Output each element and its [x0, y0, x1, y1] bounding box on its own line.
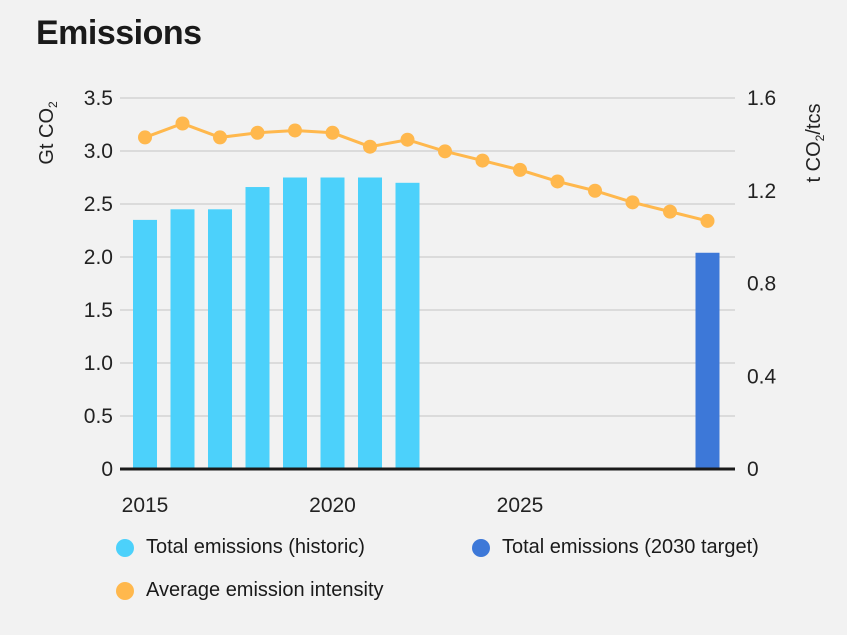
y-right-tick-label: 0.8 — [747, 273, 776, 296]
intensity-line — [144, 121, 708, 223]
y-left-tick-label: 0.5 — [84, 405, 113, 428]
intensity-point — [513, 162, 527, 177]
y-right-tick-label: 1.2 — [747, 180, 776, 203]
bar-historic — [320, 177, 345, 469]
intensity-point — [663, 204, 677, 219]
bar-historic — [283, 177, 307, 469]
x-tick-label: 2015 — [122, 494, 169, 517]
legend-dot-target — [472, 538, 490, 557]
bar-historic — [245, 187, 270, 470]
chart-title: Emissions — [36, 14, 202, 52]
intensity-point — [325, 125, 340, 140]
legend-label-intensity: Average emission intensity — [146, 579, 384, 601]
y-left-tick-label: 3.0 — [84, 140, 113, 163]
x-tick-label: 2025 — [497, 494, 544, 517]
bar-target — [695, 252, 720, 469]
bar-historic — [170, 209, 195, 470]
y-right-tick-label: 0 — [747, 458, 759, 481]
intensity-point — [700, 213, 715, 228]
x-tick-label: 2020 — [309, 494, 356, 517]
legend-item-historic: Total emissions (historic) — [116, 536, 365, 559]
intensity-point — [550, 174, 565, 189]
y-left-tick-label: 1.0 — [84, 352, 113, 375]
y-right-tick-label: 1.6 — [747, 87, 776, 110]
y-left-tick-label: 2.5 — [84, 193, 113, 216]
y-left-tick-label: 1.5 — [84, 299, 113, 322]
y-axis-left-label: Gt CO2 — [36, 101, 60, 165]
intensity-point — [625, 195, 640, 210]
intensity-point — [475, 153, 490, 168]
intensity-point — [138, 130, 152, 145]
intensity-point — [363, 139, 377, 154]
legend-label-historic: Total emissions (historic) — [146, 536, 365, 558]
y-left-tick-label: 2.0 — [84, 246, 113, 269]
intensity-point — [250, 125, 265, 140]
legend-item-intensity: Average emission intensity — [116, 579, 384, 602]
bar-historic — [133, 219, 157, 469]
intensity-point — [400, 132, 415, 147]
bar-historic — [395, 182, 420, 470]
y-left-tick-label: 3.5 — [84, 87, 113, 110]
y-axis-right-label: t CO2/tcs — [803, 104, 827, 183]
y-left-tick-label: 0 — [101, 458, 113, 481]
legend-label-target: Total emissions (2030 target) — [502, 536, 759, 558]
legend-item-target: Total emissions (2030 target) — [472, 536, 759, 559]
bar-historic — [208, 209, 232, 470]
intensity-point — [588, 183, 602, 198]
legend-dot-intensity — [116, 581, 134, 600]
bar-historic — [358, 177, 382, 469]
intensity-point — [175, 116, 190, 131]
intensity-point — [213, 130, 227, 145]
intensity-point — [288, 123, 302, 138]
legend-dot-historic — [116, 538, 134, 557]
intensity-point — [438, 144, 452, 159]
y-right-tick-label: 0.4 — [747, 365, 777, 388]
